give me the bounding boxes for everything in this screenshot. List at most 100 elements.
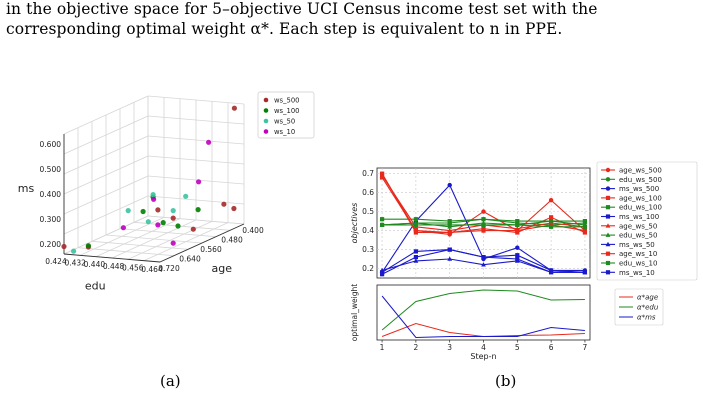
scatter-point-ws_500 bbox=[61, 243, 67, 250]
subfigure-label-b: (b) bbox=[495, 372, 517, 390]
marker-age_ws_10 bbox=[447, 230, 452, 235]
edu-tick-label: 0.424 bbox=[45, 257, 67, 266]
legend-label-ms_ws_100: ms_ws_100 bbox=[619, 213, 659, 221]
legend-marker-age_ws_100 bbox=[605, 195, 611, 200]
floor-grid-line bbox=[105, 234, 203, 244]
marker-age_ws_500 bbox=[548, 198, 554, 203]
marker-edu_ws_10 bbox=[413, 222, 418, 227]
weights-legend-box bbox=[614, 288, 664, 326]
legend-label-ms_ws_500: ms_ws_500 bbox=[619, 185, 659, 193]
scatter-point-ws_500 bbox=[231, 205, 237, 212]
scatter-point-ws_100 bbox=[195, 207, 201, 213]
scatter-point-ws_500 bbox=[155, 207, 161, 213]
weights-x-tick-label: 6 bbox=[549, 343, 554, 352]
legend-marker-age_ws_50 bbox=[605, 223, 611, 228]
objectives-y-tick: 0.7 bbox=[362, 169, 374, 178]
legend-label-edu_ws_10: edu_ws_10 bbox=[619, 260, 657, 268]
marker-ms_ws_500 bbox=[447, 182, 452, 188]
legend-marker-edu_ws_100 bbox=[605, 205, 611, 210]
age-tick-label: 0.560 bbox=[200, 245, 222, 254]
edu-tick-label: 0.448 bbox=[103, 262, 125, 271]
axis-ticks: 0.4240.4320.4400.4480.4560.4640.7200.640… bbox=[18, 140, 264, 293]
legend-label-age_ws_100: age_ws_100 bbox=[619, 194, 662, 202]
scatter-point-ws_50 bbox=[150, 192, 156, 198]
legend-marker-edu_ws_50 bbox=[605, 232, 611, 237]
scatter-point-ws_50 bbox=[71, 248, 77, 254]
marker-age_ws_500 bbox=[481, 209, 486, 214]
marker-ms_ws_10 bbox=[515, 256, 520, 262]
marker-age_ws_10 bbox=[380, 175, 385, 180]
marker-age_ws_10 bbox=[481, 228, 486, 233]
edu-tick-label: 0.440 bbox=[84, 260, 106, 269]
legend-label-ws_50: ws_50 bbox=[274, 118, 295, 126]
marker-ms_ws_100 bbox=[515, 253, 520, 258]
legend-label-weight: α*ms bbox=[637, 314, 656, 322]
marker-ms_ws_10 bbox=[549, 270, 554, 275]
floor-grid-line bbox=[79, 216, 165, 256]
objectives-y-tick: 0.2 bbox=[362, 264, 374, 273]
scatter-point-ws_10 bbox=[151, 196, 157, 202]
scatter-point-ws_50 bbox=[183, 193, 189, 199]
wall-grid-line bbox=[63, 95, 149, 135]
age-axis-line bbox=[159, 223, 245, 263]
objectives-y-tick: 0.4 bbox=[362, 226, 374, 235]
weights-x-label: Step-n bbox=[470, 352, 496, 361]
legend-marker-ws_100 bbox=[263, 108, 269, 113]
marker-ms_ws_50 bbox=[481, 262, 486, 267]
wall-grid-line bbox=[147, 115, 245, 125]
ms-axis-label: ms bbox=[18, 182, 35, 195]
marker-edu_ws_100 bbox=[582, 219, 587, 224]
caption-line-1: in the objective space for 5–objective U… bbox=[6, 0, 598, 18]
age-tick-label: 0.640 bbox=[179, 255, 201, 264]
legend-label-edu_ws_50: edu_ws_50 bbox=[619, 232, 657, 240]
marker-edu_ws_10 bbox=[549, 224, 554, 229]
edu-axis-label: edu bbox=[85, 280, 106, 293]
legend-label-ms_ws_10: ms_ws_10 bbox=[619, 269, 655, 277]
marker-age_ws_100 bbox=[549, 215, 554, 220]
marker-edu_ws_100 bbox=[380, 217, 385, 222]
legend-label-ws_100: ws_100 bbox=[274, 107, 299, 115]
legend-label-ws_500: ws_500 bbox=[274, 97, 299, 105]
weights-x-tick-label: 4 bbox=[481, 343, 486, 352]
legend-label-edu_ws_500: edu_ws_500 bbox=[619, 176, 662, 184]
wall-grid-line bbox=[63, 115, 149, 155]
figure-b-line-charts: 0.2 0.3 0.4 0.5 0.6 0.7 objectives 1 2 3 4 5 6 7 Step… bbox=[350, 161, 698, 361]
age-axis-label: age bbox=[212, 262, 233, 275]
marker-ms_ws_10 bbox=[380, 272, 385, 277]
ms-tick-label: 0.300 bbox=[40, 215, 62, 224]
subfigure-label-a: (a) bbox=[160, 372, 181, 390]
objectives-legend-box bbox=[596, 161, 698, 281]
marker-ms_ws_10 bbox=[481, 255, 486, 260]
legend-marker-ms_ws_500 bbox=[605, 186, 611, 191]
weights-frame bbox=[376, 284, 591, 341]
legend-marker-ms_ws_100 bbox=[605, 214, 611, 219]
legend-marker-age_ws_10 bbox=[605, 251, 611, 256]
objectives-y-label: objectives bbox=[350, 203, 359, 244]
floor-grid-line bbox=[119, 228, 217, 238]
marker-edu_ws_10 bbox=[481, 222, 486, 227]
ms-tick-label: 0.500 bbox=[40, 165, 62, 174]
marker-edu_ws_10 bbox=[515, 222, 520, 227]
marker-ms_ws_10 bbox=[413, 255, 418, 260]
scatter-point-ws_500 bbox=[231, 105, 237, 111]
marker-age_ws_10 bbox=[515, 228, 520, 233]
legend-marker-ws_500 bbox=[263, 97, 269, 103]
age-tick-label: 0.480 bbox=[221, 236, 243, 245]
optimal-weight-panel: 1 2 3 4 5 6 7 Step-n optimal_weight bbox=[350, 284, 591, 361]
scatter-point-ws_50 bbox=[125, 208, 131, 214]
objectives-y-tick: 0.5 bbox=[362, 207, 374, 216]
legend-marker-age_ws_500 bbox=[605, 167, 611, 173]
legend-box bbox=[257, 91, 315, 139]
legend-marker-ws_10 bbox=[263, 129, 269, 134]
weights-legend: α*age α*edu α*ms bbox=[614, 288, 664, 326]
marker-edu_ws_100 bbox=[413, 217, 418, 222]
legend-label-ms_ws_50: ms_ws_50 bbox=[619, 241, 655, 249]
scatter-points bbox=[61, 105, 237, 254]
weights-x-tick-label: 1 bbox=[380, 343, 385, 352]
edu-tick-label: 0.464 bbox=[141, 265, 163, 274]
objectives-legend: age_ws_500edu_ws_500ms_ws_500age_ws_100e… bbox=[596, 161, 698, 281]
legend-marker-ms_ws_10 bbox=[605, 270, 611, 275]
scatter-point-ws_500 bbox=[190, 226, 196, 232]
legend-label-edu_ws_100: edu_ws_100 bbox=[619, 204, 662, 212]
weights-y-label: optimal_weight bbox=[350, 284, 359, 341]
